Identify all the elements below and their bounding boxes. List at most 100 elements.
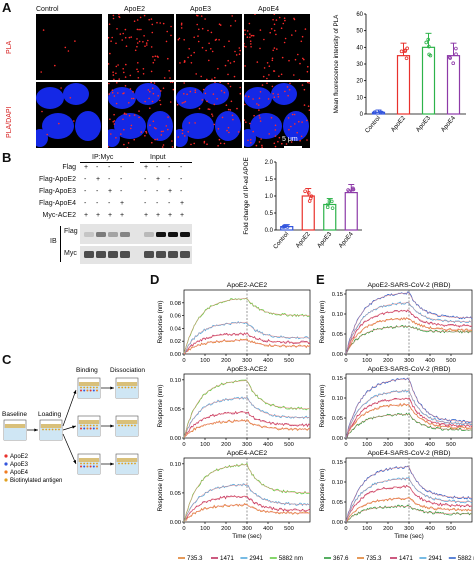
antigen-dot	[45, 428, 48, 431]
pla-signal-dot	[133, 20, 136, 22]
antigen-dot	[96, 462, 98, 465]
pla-signal-dot	[136, 68, 138, 71]
pla-signal-dot	[213, 123, 215, 126]
pla-signal-dot	[123, 113, 126, 115]
pla-signal-dot	[239, 92, 242, 95]
pla-signal-dot	[260, 138, 262, 140]
pla-signal-dot	[207, 108, 210, 110]
buffer	[116, 462, 138, 474]
pla-signal-dot	[188, 122, 191, 124]
ip-sign: +	[84, 164, 89, 171]
y-tick-label: 40	[356, 45, 363, 51]
y-tick-label: 0.02	[170, 339, 181, 345]
ip-sign: +	[120, 200, 125, 207]
y-tick-label: 2.0	[265, 160, 274, 166]
input-sign: -	[156, 164, 159, 171]
pla-signal-dot	[190, 143, 192, 146]
pla-signal-dot	[117, 64, 119, 66]
pla-signal-dot	[118, 14, 120, 15]
ip-sign: -	[96, 164, 99, 171]
pla-signal-dot	[181, 129, 184, 132]
pla-signal-dot	[249, 33, 251, 35]
pla-signal-dot	[64, 46, 67, 49]
pla-signal-dot	[280, 27, 283, 29]
pla-signal-dot	[299, 62, 301, 65]
buffer	[116, 424, 138, 436]
pla-signal-dot	[131, 97, 133, 100]
ip-sign: -	[120, 188, 123, 195]
pla-signal-dot	[113, 113, 115, 116]
pla-signal-dot	[143, 35, 145, 37]
pla-signal-dot	[201, 46, 204, 49]
input-sign: -	[156, 200, 159, 207]
pla-signal-dot	[142, 41, 144, 43]
micrograph-pla-dapi-apoe4	[244, 82, 310, 148]
y-tick-label: 0.00	[170, 436, 181, 442]
arrow-binding-dissociation-2-head	[110, 424, 114, 428]
y-tick-label: 0.10	[170, 462, 181, 468]
y-tick-label: 50	[356, 29, 363, 35]
pla-signal-dot	[268, 74, 270, 76]
antigen-dot	[92, 462, 95, 465]
pla-signal-dot	[152, 55, 154, 58]
data-point	[405, 46, 409, 51]
data-point	[308, 196, 313, 201]
pla-signal-dot	[163, 77, 166, 79]
ace2-legend-label: 5882 nm	[279, 555, 303, 562]
pla-signal-dot	[229, 85, 232, 88]
pla-signal-dot	[186, 93, 188, 96]
step-label-dissociation: Dissociation	[110, 367, 145, 374]
fit-curve	[183, 495, 310, 523]
blot-band	[96, 251, 106, 258]
nucleus	[114, 113, 146, 139]
bli-sensorgram-charts: ApoE2-ACE2 0.00 0.02 0.04 0.06 0.08 0 100 200 300…	[157, 282, 474, 562]
pla-signal-dot	[115, 72, 117, 75]
pla-signal-dot	[252, 130, 254, 133]
scale-bar	[284, 146, 302, 148]
pla-signal-dot	[238, 47, 241, 49]
fit-curve	[183, 380, 310, 439]
pla-signal-dot	[137, 77, 140, 79]
panel-letter-e: E	[316, 272, 325, 287]
blot-band	[156, 251, 166, 258]
legend-label: ApoE2	[10, 454, 29, 460]
pla-signal-dot	[162, 130, 164, 133]
antigen-dot	[124, 424, 127, 427]
pla-signal-dot	[130, 124, 133, 127]
pla-signal-dot	[144, 100, 146, 103]
pla-signal-dot	[113, 95, 116, 97]
chart-title: ApoE3-SARS-CoV-2 (RBD)	[367, 366, 450, 373]
data-point	[403, 48, 408, 53]
pla-signal-dot	[273, 29, 276, 32]
apoe-dot	[80, 427, 82, 430]
pla-signal-dot	[159, 99, 161, 102]
pla-signal-dot	[136, 28, 139, 31]
input-sign: -	[144, 200, 147, 207]
pla-signal-dot	[301, 121, 303, 123]
pla-signal-dot	[227, 82, 229, 85]
pla-signal-dot	[285, 143, 288, 145]
pla-signal-dot	[263, 38, 265, 41]
pla-signal-dot	[184, 100, 187, 103]
data-point	[326, 202, 330, 207]
ip-sign: -	[108, 176, 111, 183]
pla-signal-dot	[125, 45, 128, 47]
apoe-dot	[80, 389, 82, 392]
pla-signal-dot	[216, 98, 218, 100]
y-tick-label: 0.00	[170, 520, 181, 526]
pla-signal-dot	[115, 137, 117, 139]
pla-signal-dot	[69, 97, 72, 99]
ip-sign: +	[108, 212, 113, 219]
pla-signal-dot	[273, 23, 276, 26]
x-tick-label: 400	[425, 526, 435, 532]
pla-signal-dot	[219, 82, 221, 83]
y-tick-label: 0.00	[170, 352, 181, 358]
pla-signal-dot	[208, 42, 210, 45]
pla-signal-dot	[197, 15, 199, 17]
pla-signal-dot	[307, 105, 310, 107]
pla-signal-dot	[234, 20, 237, 22]
pla-signal-dot	[208, 108, 211, 111]
blot-band	[96, 232, 106, 237]
antigen-dot	[86, 462, 89, 465]
pla-signal-dot	[154, 138, 156, 141]
